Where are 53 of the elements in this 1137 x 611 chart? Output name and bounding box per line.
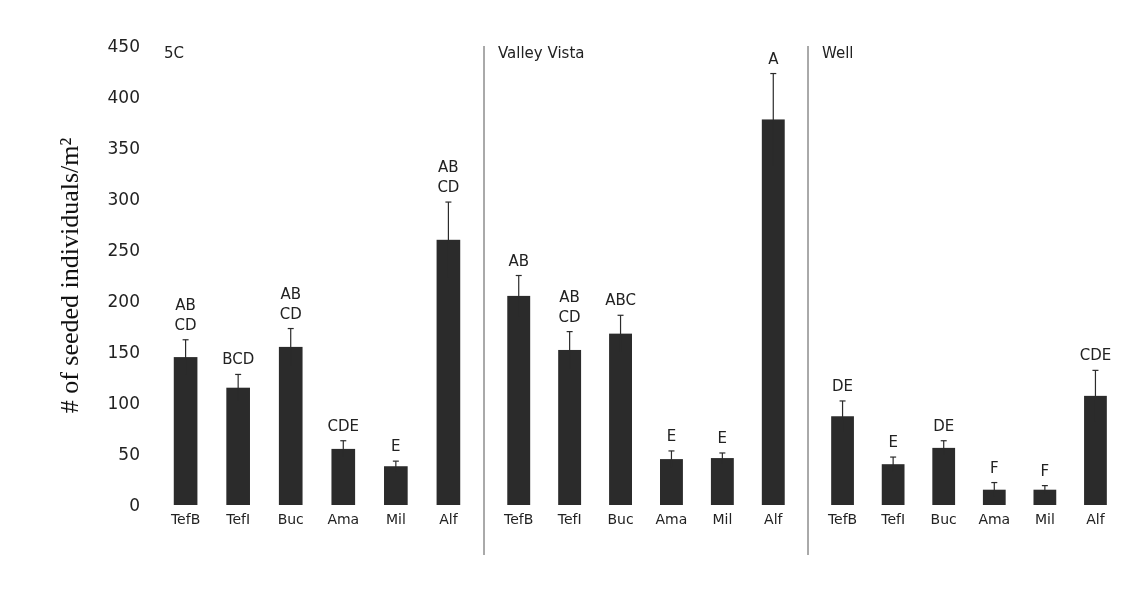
x-tick-label: TefI <box>556 511 582 527</box>
y-tick-label: 450 <box>107 35 140 56</box>
x-tick-label: TefI <box>880 511 906 527</box>
y-tick-label: 100 <box>107 392 140 413</box>
annotation: CDE <box>1079 346 1112 365</box>
annotation: AB CD <box>558 287 581 326</box>
x-tick-label: Buc <box>277 511 304 527</box>
x-tick-label: TefI <box>225 511 251 527</box>
x-tick-label: Buc <box>930 511 957 527</box>
annotation: F <box>989 458 999 477</box>
annotation: E <box>888 433 898 452</box>
x-tick-label: Ama <box>327 511 360 527</box>
x-tick-label: Alf <box>764 511 784 527</box>
x-tick-label: Mil <box>385 511 406 527</box>
annotation: BCD <box>222 350 255 369</box>
annotation: DE <box>933 416 955 435</box>
x-tick-label: Ama <box>655 511 688 527</box>
x-tick-label: Alf <box>439 511 459 527</box>
annotation: AB CD <box>174 295 197 334</box>
annotation: E <box>666 426 677 445</box>
bar <box>384 466 408 505</box>
x-tick-label: Mil <box>712 511 733 527</box>
x-tick-label: Ama <box>978 511 1011 527</box>
y-tick-label: 200 <box>107 290 140 311</box>
annotation: AB CD <box>279 284 302 323</box>
y-tick-label: 350 <box>107 137 140 158</box>
annotation: A <box>768 49 780 68</box>
chart-title: Valley Vista <box>498 44 585 62</box>
y-tick-label: 50 <box>118 443 140 464</box>
annotation: F <box>1040 461 1050 480</box>
y-tick-label: 0 <box>129 494 140 515</box>
chart-title: 5C <box>164 44 185 62</box>
annotation: ABC <box>605 291 636 310</box>
y-tick-label: 250 <box>107 239 140 260</box>
bar <box>710 458 734 505</box>
x-tick-label: TefB <box>169 511 201 527</box>
y-tick-label: 150 <box>107 341 140 362</box>
annotation: AB <box>508 251 530 270</box>
x-tick-label: Alf <box>1086 511 1106 527</box>
y-tick-label: 300 <box>107 188 140 209</box>
annotation: E <box>391 437 401 456</box>
bar <box>1033 489 1057 505</box>
annotation: CDE <box>327 416 360 435</box>
x-tick-label: TefB <box>503 511 534 527</box>
annotation: DE <box>832 376 854 395</box>
x-tick-label: Mil <box>1034 511 1055 527</box>
annotation: E <box>717 428 728 447</box>
x-tick-label: Buc <box>607 511 634 527</box>
y-tick-label: 400 <box>107 86 140 107</box>
x-tick-label: TefB <box>826 511 858 527</box>
chart-title: Well <box>822 44 854 62</box>
y-axis-title: # of seeded individuals/m² <box>55 137 84 414</box>
annotation: AB CD <box>437 158 460 197</box>
